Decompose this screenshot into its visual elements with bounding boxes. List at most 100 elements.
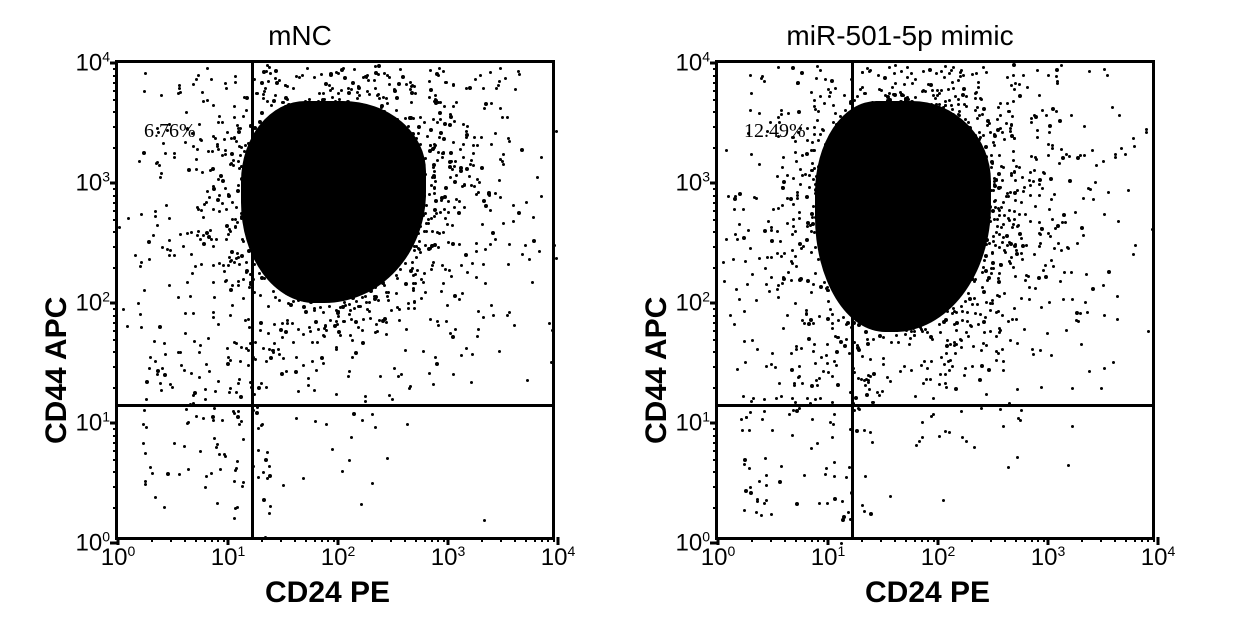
axis-label-y: CD44 APC xyxy=(640,297,674,444)
minor-tick-x xyxy=(1024,537,1026,542)
minor-tick-x xyxy=(795,537,797,542)
flow-cytometry-panel: miR-501-5p mimic 100101102103104100101102… xyxy=(620,20,1180,624)
minor-tick-y xyxy=(113,231,118,233)
minor-tick-x xyxy=(184,537,186,542)
minor-tick-x xyxy=(371,537,373,542)
minor-tick-x xyxy=(404,537,406,542)
minor-tick-y xyxy=(113,111,118,113)
minor-tick-y xyxy=(713,147,718,149)
minor-tick-x xyxy=(204,537,206,542)
minor-tick-y xyxy=(713,111,718,113)
tick-mark-x xyxy=(337,537,340,545)
minor-tick-y xyxy=(713,366,718,368)
minor-tick-x xyxy=(305,537,307,542)
minor-tick-x xyxy=(1114,537,1116,542)
tick-mark-x xyxy=(1047,537,1050,545)
tick-mark-x xyxy=(1157,537,1160,545)
tick-mark-y xyxy=(710,62,718,65)
minor-tick-y xyxy=(713,471,718,473)
minor-tick-y xyxy=(113,322,118,324)
tick-mark-y xyxy=(110,182,118,185)
tick-mark-y xyxy=(110,422,118,425)
minor-tick-y xyxy=(113,442,118,444)
minor-tick-y xyxy=(113,210,118,212)
minor-tick-x xyxy=(751,537,753,542)
minor-tick-y xyxy=(713,459,718,461)
minor-tick-x xyxy=(784,537,786,542)
axis-label-x: CD24 PE xyxy=(265,576,390,610)
minor-tick-y xyxy=(113,330,118,332)
minor-tick-y xyxy=(713,442,718,444)
minor-tick-y xyxy=(713,450,718,452)
minor-tick-x xyxy=(424,537,426,542)
minor-tick-y xyxy=(713,246,718,248)
minor-tick-x xyxy=(1125,537,1127,542)
minor-tick-y xyxy=(113,459,118,461)
minor-tick-x xyxy=(1100,537,1102,542)
minor-tick-y xyxy=(713,507,718,509)
tick-mark-y xyxy=(710,302,718,305)
minor-tick-y xyxy=(713,387,718,389)
minor-tick-y xyxy=(113,147,118,149)
minor-tick-x xyxy=(280,537,282,542)
minor-tick-x xyxy=(294,537,296,542)
minor-tick-x xyxy=(151,537,153,542)
minor-tick-x xyxy=(415,537,417,542)
minor-tick-y xyxy=(713,330,718,332)
minor-tick-y xyxy=(113,339,118,341)
minor-tick-y xyxy=(713,267,718,269)
minor-tick-y xyxy=(713,219,718,221)
flow-cytometry-panel: mNC1001011021031041001011021031046.76%CD… xyxy=(20,20,580,624)
minor-tick-x xyxy=(390,537,392,542)
minor-tick-x xyxy=(1015,537,1017,542)
minor-tick-x xyxy=(1081,537,1083,542)
panel-title: mNC xyxy=(20,20,580,52)
minor-tick-x xyxy=(894,537,896,542)
panel-title: miR-501-5p mimic xyxy=(620,20,1180,52)
minor-tick-x xyxy=(500,537,502,542)
minor-tick-y xyxy=(113,366,118,368)
minor-tick-x xyxy=(880,537,882,542)
tick-mark-x xyxy=(827,537,830,545)
minor-tick-y xyxy=(713,322,718,324)
minor-tick-y xyxy=(113,387,118,389)
tick-mark-y xyxy=(710,422,718,425)
minor-tick-x xyxy=(525,537,527,542)
minor-tick-x xyxy=(534,537,536,542)
minor-tick-y xyxy=(713,339,718,341)
tick-mark-x xyxy=(227,537,230,545)
minor-tick-y xyxy=(113,246,118,248)
minor-tick-x xyxy=(170,537,172,542)
minor-tick-y xyxy=(713,231,718,233)
minor-tick-y xyxy=(113,126,118,128)
minor-tick-y xyxy=(113,507,118,509)
minor-tick-y xyxy=(713,99,718,101)
tick-mark-y xyxy=(110,62,118,65)
tick-mark-y xyxy=(710,182,718,185)
quadrant-line-horizontal xyxy=(718,404,1152,407)
minor-tick-y xyxy=(113,202,118,204)
minor-tick-y xyxy=(113,82,118,84)
minor-tick-y xyxy=(113,219,118,221)
plot-area: 10010110210310410010110210310412.49% xyxy=(715,60,1155,540)
tick-mark-x xyxy=(447,537,450,545)
minor-tick-x xyxy=(905,537,907,542)
axis-label-y: CD44 APC xyxy=(40,297,74,444)
axis-label-x: CD24 PE xyxy=(865,576,990,610)
minor-tick-y xyxy=(113,471,118,473)
minor-tick-x xyxy=(861,537,863,542)
minor-tick-y xyxy=(713,210,718,212)
minor-tick-y xyxy=(713,82,718,84)
minor-tick-x xyxy=(990,537,992,542)
minor-tick-y xyxy=(113,99,118,101)
minor-tick-x xyxy=(1004,537,1006,542)
minor-tick-x xyxy=(804,537,806,542)
minor-tick-y xyxy=(113,486,118,488)
minor-tick-y xyxy=(713,90,718,92)
minor-tick-x xyxy=(261,537,263,542)
minor-tick-y xyxy=(113,90,118,92)
minor-tick-y xyxy=(713,126,718,128)
minor-tick-x xyxy=(195,537,197,542)
minor-tick-y xyxy=(113,351,118,353)
tick-mark-x xyxy=(557,537,560,545)
